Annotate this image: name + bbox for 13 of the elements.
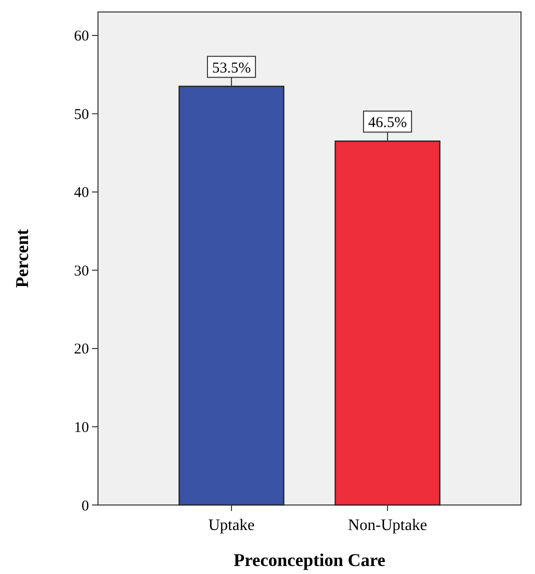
data-label: 53.5%	[212, 60, 251, 76]
y-tick-label: 30	[74, 263, 89, 280]
y-tick-label: 50	[74, 106, 89, 123]
y-axis-title: Percent	[12, 229, 32, 288]
y-tick-label: 60	[74, 28, 89, 45]
x-tick-label: Uptake	[208, 517, 255, 534]
x-tick-label: Non-Uptake	[348, 517, 428, 534]
data-label: 46.5%	[368, 115, 407, 132]
x-axis-title: Preconception Care	[234, 550, 386, 570]
y-tick-label: 40	[74, 185, 89, 202]
y-tick-label: 20	[74, 342, 89, 358]
y-tick-label: 10	[74, 420, 89, 436]
y-tick-label: 0	[82, 498, 89, 514]
